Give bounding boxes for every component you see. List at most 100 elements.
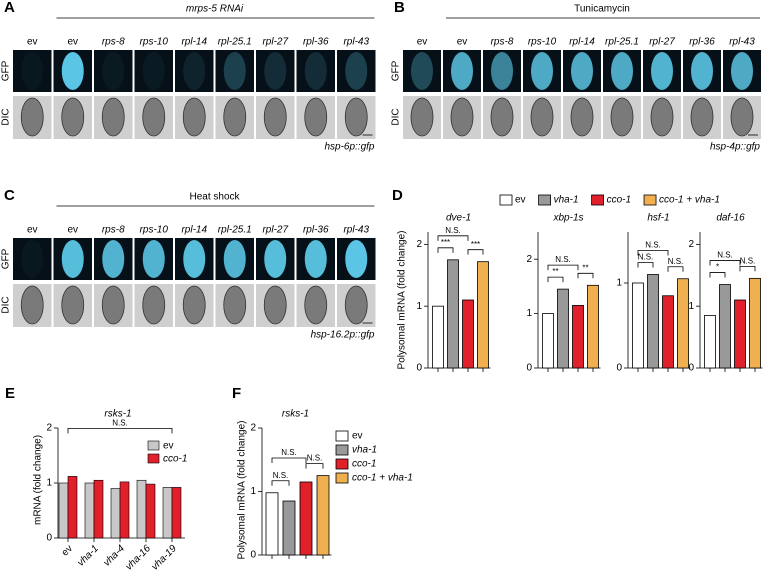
worm-gfp [345,240,368,278]
x-tick-label: vha-19 [150,543,180,573]
worm-gfp [223,52,246,90]
bar [662,295,674,369]
worm-dic [690,97,714,137]
gfp-image [403,50,441,92]
chart-title: rsks-1 [282,409,309,420]
worm-gfp [651,52,673,90]
worm-gfp [304,240,327,278]
y-tick-label: 1 [416,301,422,312]
worm-gfp [183,52,206,90]
worm-dic [182,285,206,325]
y-tick-label: 0 [688,363,694,374]
significance-bracket [547,276,564,283]
significance-label: N.S. [273,471,289,480]
bar [477,261,489,369]
significance-label: *** [441,238,450,247]
y-tick-label: 0 [616,363,622,374]
y-axis-label: Polysomal mRNA (fold change) [397,231,408,370]
column-label: ev [67,225,78,236]
gfp-image [256,50,295,92]
chart-title: daf-16 [716,213,745,224]
legend-swatch [591,194,604,206]
column-label: rps-10 [140,37,169,48]
significance-label: N.S. [307,454,323,463]
significance-label: N.S. [717,251,733,260]
worm-dic [101,285,125,325]
row-label: DIC [391,108,402,125]
bar [447,259,459,369]
panel-label: A [4,0,15,16]
worm-dic [650,97,674,137]
significance-bracket [637,262,654,268]
worm-dic [344,97,368,137]
treatment-header: Tunicamycin [574,4,630,15]
bar [67,476,78,539]
column-label: rps-8 [491,37,514,48]
significance-label: N.S. [281,448,297,457]
worm-gfp [345,52,368,90]
significance-bracket [637,250,669,256]
gfp-image [175,50,214,92]
significance-label: N.S. [112,419,128,428]
worm-dic [20,285,44,325]
worm-dic [304,97,328,137]
bar [162,487,173,539]
bar [84,482,95,539]
worm-dic [344,285,368,325]
column-label: rpl-25.1 [605,37,639,48]
worm-gfp [102,240,125,278]
worm-dic [530,97,554,137]
significance-bracket [437,235,469,241]
bar [316,475,330,556]
significance-label: ** [552,267,558,276]
legend-label: ev [352,431,363,442]
y-tick-label: 2 [688,239,694,250]
significance-bracket [739,265,756,272]
worm-dic [20,97,44,137]
significance-bracket [709,272,726,278]
legend-label: vha-1 [554,195,579,206]
column-label: rpl-27 [262,225,288,236]
gfp-image [134,50,173,92]
significance-label: N.S. [445,226,461,235]
column-label: rpl-36 [303,37,329,48]
y-tick-label: 0 [526,363,532,374]
column-label: rpl-27 [262,37,288,48]
x-tick-label: ev [60,543,75,558]
significance-bracket [709,260,741,266]
legend-swatch [538,194,551,206]
reporter: hsp-16.2p::gfp [311,330,375,341]
worm-dic [570,97,594,137]
y-axis-label: mRNA (fold change) [33,435,44,525]
bar [171,487,182,539]
worm-gfp [531,52,553,90]
worm-gfp [142,240,165,278]
significance-label: *** [471,240,480,249]
worm-dic [490,97,514,137]
worm-dic [263,97,287,137]
legend-swatch [335,458,349,470]
y-tick-label: 1 [616,278,622,289]
column-label: ev [27,225,38,236]
worm-dic [101,97,125,137]
significance-bracket [437,247,454,253]
bar [136,479,147,539]
row-label: GFP [1,60,12,81]
y-tick-label: 1 [526,308,532,319]
bar [462,299,474,369]
panel-label: C [4,187,15,204]
bar [572,305,584,369]
legend-label: vha-1 [352,445,377,456]
worm-dic [730,97,754,137]
significance-label: * [716,263,719,272]
bar [719,284,731,369]
column-label: rps-8 [102,225,125,236]
worm-gfp [731,52,753,90]
column-label: ev [67,37,78,48]
bar [542,313,554,369]
bar [432,305,444,369]
gfp-image [94,50,133,92]
significance-bracket [467,249,484,255]
bar [58,482,69,539]
x-tick-label: vha-16 [124,543,154,573]
